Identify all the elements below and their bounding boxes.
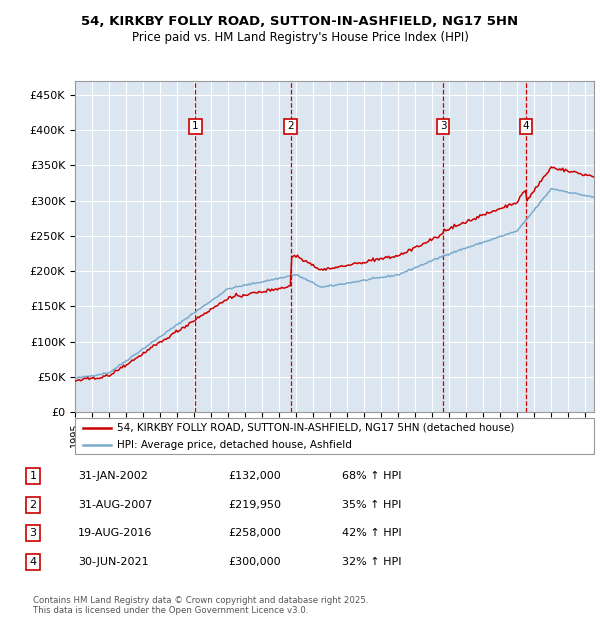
Text: 19-AUG-2016: 19-AUG-2016 [78, 528, 152, 538]
Text: 4: 4 [29, 557, 37, 567]
Text: 2: 2 [287, 122, 294, 131]
Text: 3: 3 [440, 122, 446, 131]
Text: 42% ↑ HPI: 42% ↑ HPI [342, 528, 401, 538]
Text: Price paid vs. HM Land Registry's House Price Index (HPI): Price paid vs. HM Land Registry's House … [131, 31, 469, 43]
Text: 3: 3 [29, 528, 37, 538]
Text: 1: 1 [29, 471, 37, 481]
Text: 54, KIRKBY FOLLY ROAD, SUTTON-IN-ASHFIELD, NG17 5HN (detached house): 54, KIRKBY FOLLY ROAD, SUTTON-IN-ASHFIEL… [116, 423, 514, 433]
Text: £219,950: £219,950 [228, 500, 281, 510]
Text: 2: 2 [29, 500, 37, 510]
Text: 30-JUN-2021: 30-JUN-2021 [78, 557, 149, 567]
Text: HPI: Average price, detached house, Ashfield: HPI: Average price, detached house, Ashf… [116, 440, 352, 450]
Text: 31-AUG-2007: 31-AUG-2007 [78, 500, 152, 510]
Text: 32% ↑ HPI: 32% ↑ HPI [342, 557, 401, 567]
Text: £300,000: £300,000 [228, 557, 281, 567]
Text: £132,000: £132,000 [228, 471, 281, 481]
FancyBboxPatch shape [75, 418, 594, 454]
Text: £258,000: £258,000 [228, 528, 281, 538]
Text: 35% ↑ HPI: 35% ↑ HPI [342, 500, 401, 510]
Text: 68% ↑ HPI: 68% ↑ HPI [342, 471, 401, 481]
Text: Contains HM Land Registry data © Crown copyright and database right 2025.
This d: Contains HM Land Registry data © Crown c… [33, 596, 368, 615]
Text: 54, KIRKBY FOLLY ROAD, SUTTON-IN-ASHFIELD, NG17 5HN: 54, KIRKBY FOLLY ROAD, SUTTON-IN-ASHFIEL… [82, 16, 518, 28]
Text: 31-JAN-2002: 31-JAN-2002 [78, 471, 148, 481]
Text: 1: 1 [192, 122, 199, 131]
Text: 4: 4 [523, 122, 529, 131]
